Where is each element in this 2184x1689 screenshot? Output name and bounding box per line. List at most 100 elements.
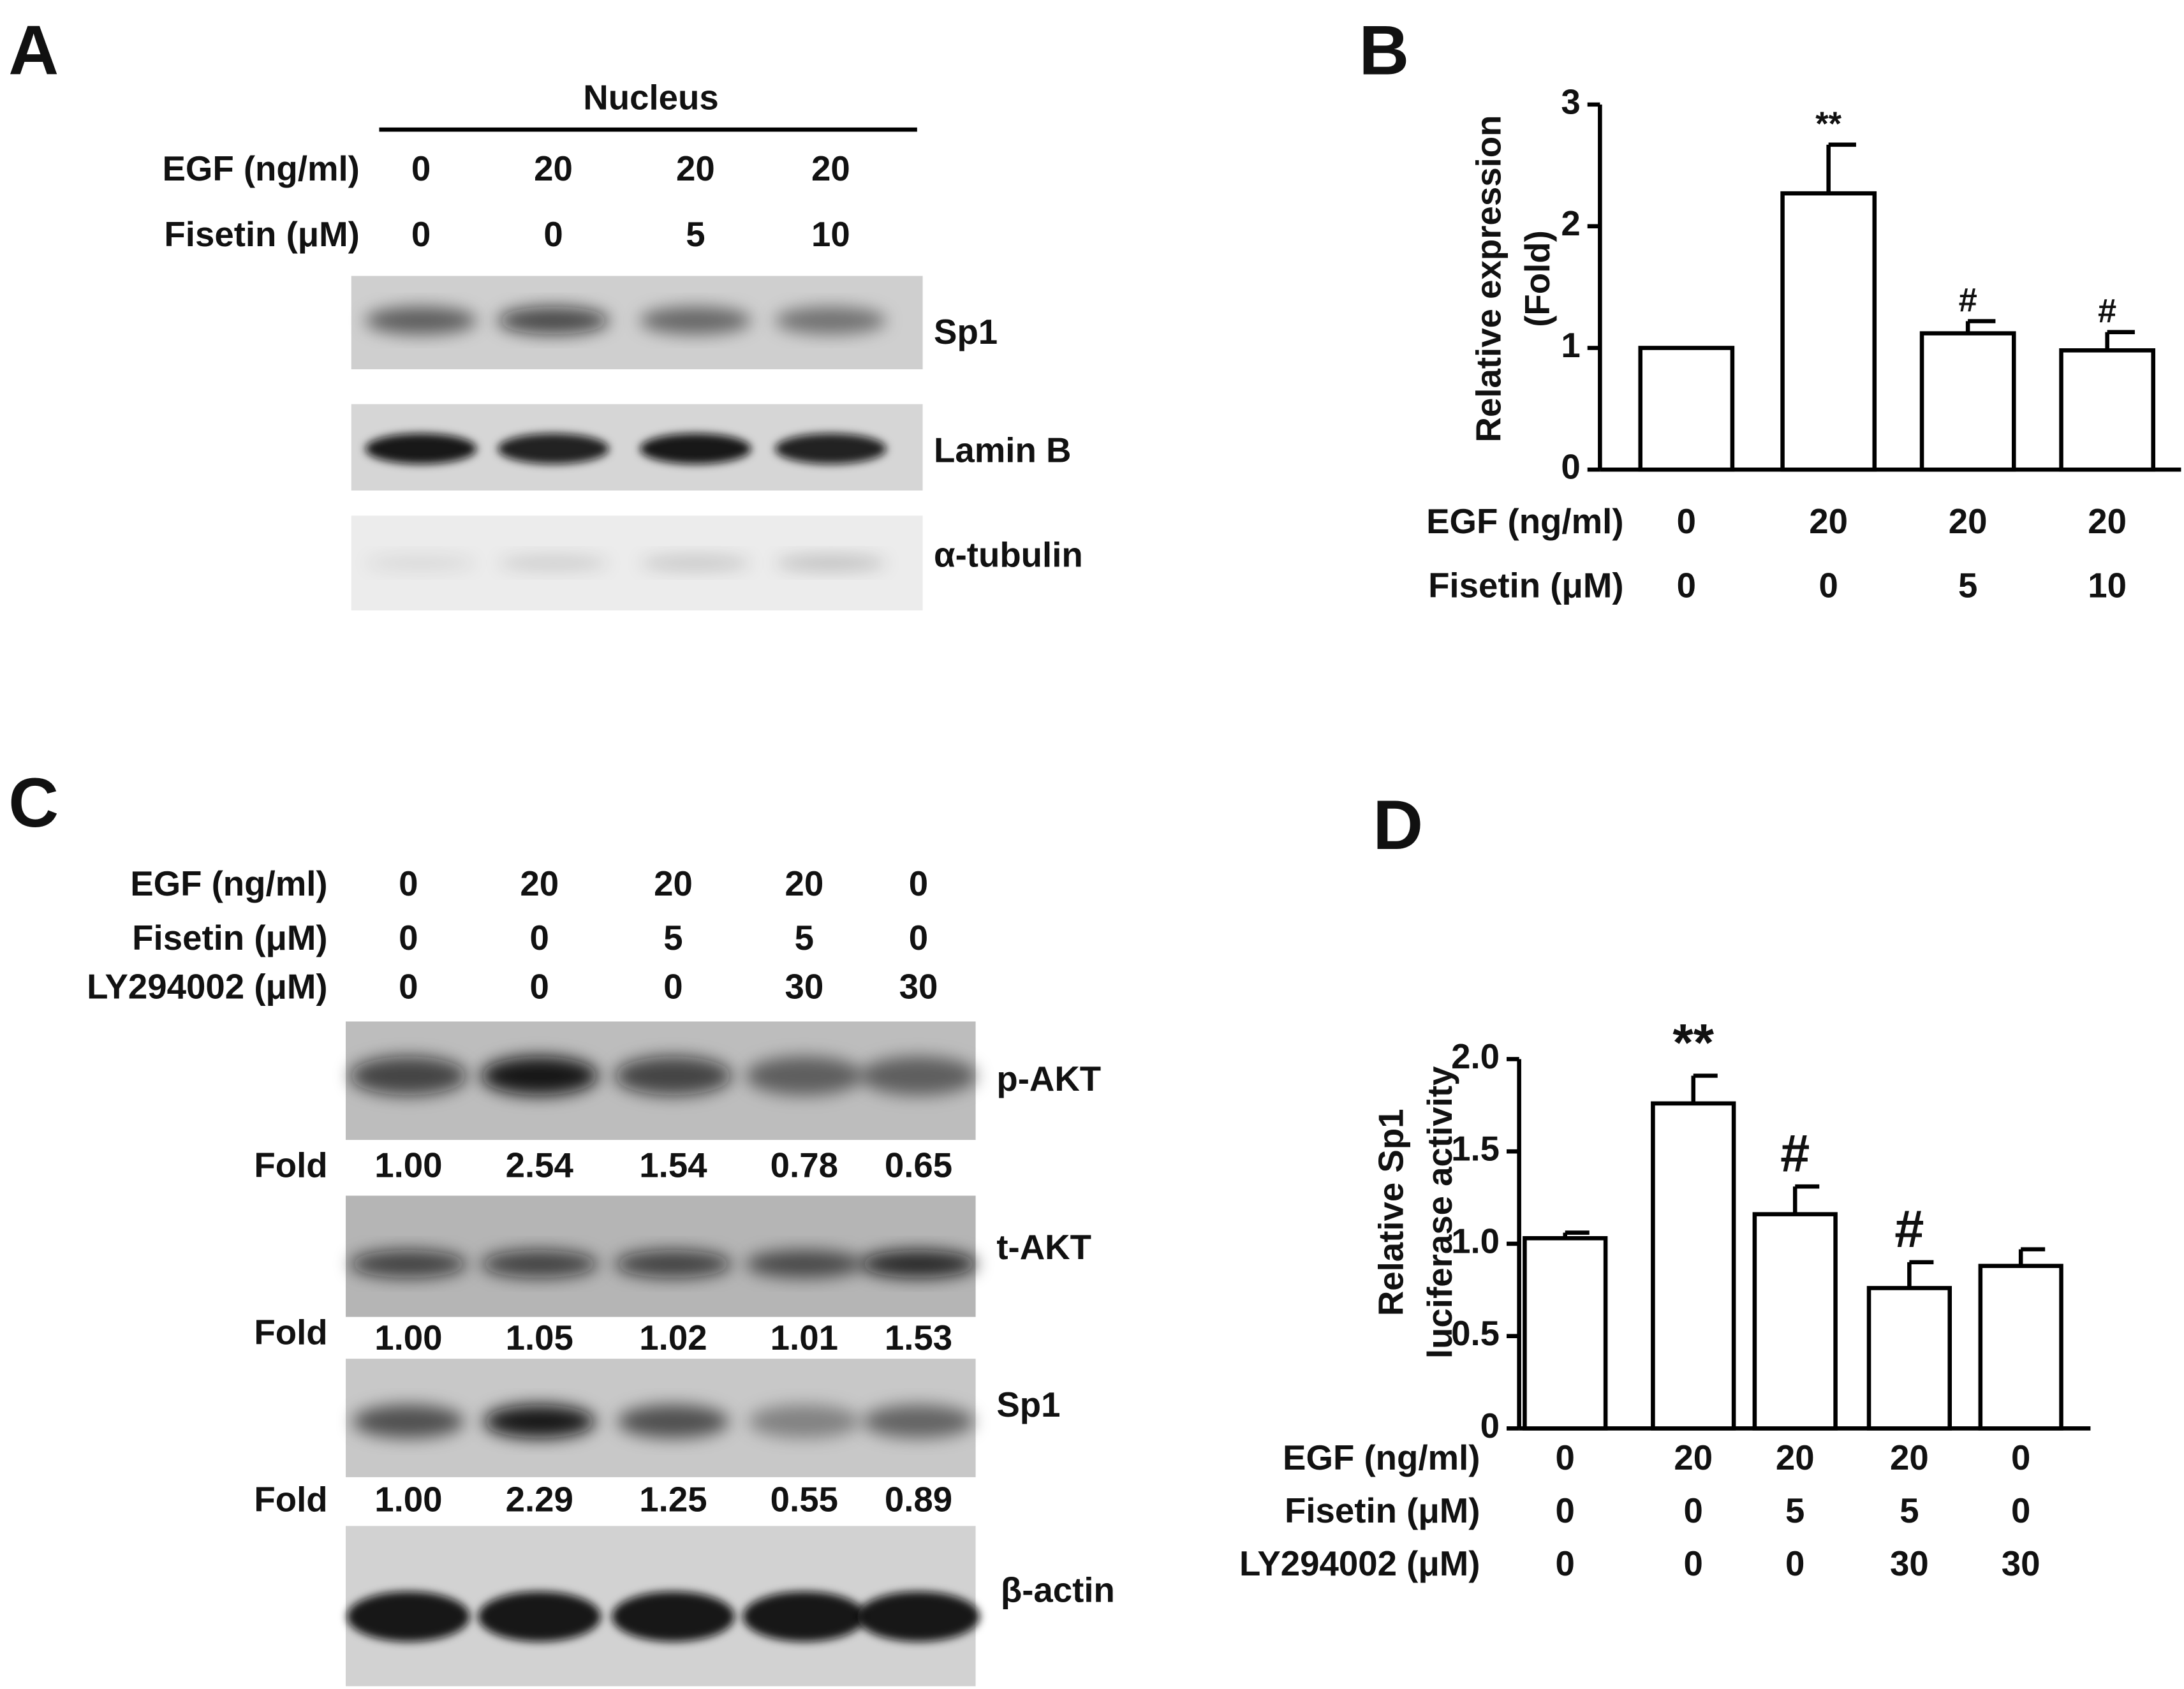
condition-value: 10 xyxy=(2088,566,2127,605)
fold-value: 2.29 xyxy=(506,1480,573,1519)
bar xyxy=(2059,348,2156,472)
fold-value: 1.00 xyxy=(374,1480,442,1519)
fold-value: 1.00 xyxy=(374,1146,442,1184)
band-label: Lamin B xyxy=(934,431,1071,469)
y-tick-label: 1.5 xyxy=(1451,1130,1500,1169)
fold-value: 2.54 xyxy=(506,1146,574,1184)
annotation: # xyxy=(1894,1199,1924,1258)
condition-value: 0 xyxy=(663,968,682,1007)
band-label: Sp1 xyxy=(996,1385,1060,1424)
blot-band xyxy=(860,1056,977,1096)
condition-value: 30 xyxy=(899,968,938,1007)
blot-band xyxy=(774,554,887,572)
condition-value: 5 xyxy=(1900,1491,1919,1530)
condition-value: 20 xyxy=(1890,1438,1929,1477)
condition-value: 20 xyxy=(676,149,715,188)
band-label: t-AKT xyxy=(996,1228,1091,1267)
fold-label: Fold xyxy=(254,1480,327,1519)
y-tick-label: 0 xyxy=(1480,1406,1500,1445)
bar xyxy=(1866,1286,1952,1431)
condition-value: 0 xyxy=(1785,1544,1804,1583)
band-label: α-tubulin xyxy=(934,535,1083,574)
condition-label: Fisetin (μM) xyxy=(1285,1491,1480,1530)
bar xyxy=(1978,1264,2063,1431)
fold-value: 0.89 xyxy=(885,1480,952,1519)
blot-band xyxy=(860,1250,977,1278)
condition-value: 20 xyxy=(1809,502,1848,541)
blot-band xyxy=(365,554,477,572)
blot-band xyxy=(746,1250,863,1278)
condition-value: 10 xyxy=(811,215,850,254)
condition-value: 5 xyxy=(663,918,682,957)
condition-value: 0 xyxy=(1556,1491,1575,1530)
blot-band xyxy=(742,1591,866,1642)
blot-band xyxy=(857,1591,980,1642)
bar xyxy=(1638,346,1735,472)
y-tick-label: 0.5 xyxy=(1451,1314,1500,1353)
panel-label: B xyxy=(1359,11,1409,89)
condition-value: 5 xyxy=(1958,566,1977,605)
condition-value: 0 xyxy=(411,149,431,188)
condition-value: 0 xyxy=(909,864,928,903)
blot-band xyxy=(614,1056,732,1096)
condition-value: 0 xyxy=(2011,1438,2030,1477)
fold-value: 1.05 xyxy=(506,1318,573,1357)
condition-label: EGF (ng/ml) xyxy=(1426,502,1623,541)
annotation: ** xyxy=(1672,1013,1714,1072)
blot-band xyxy=(365,306,477,335)
band-label: Sp1 xyxy=(934,313,998,351)
condition-label: Fisetin (μM) xyxy=(132,918,327,957)
condition-value: 20 xyxy=(1776,1438,1815,1477)
y-axis-label: luciferase activity xyxy=(1420,1066,1459,1359)
condition-value: 0 xyxy=(530,918,549,957)
blot-band xyxy=(614,1250,732,1278)
blot-band xyxy=(640,433,751,464)
condition-value: 30 xyxy=(1890,1544,1929,1583)
y-tick-label: 2.0 xyxy=(1451,1037,1500,1076)
condition-value: 5 xyxy=(1785,1491,1804,1530)
panel-label: C xyxy=(8,764,59,842)
blot-band xyxy=(612,1591,735,1642)
condition-value: 0 xyxy=(399,968,418,1007)
fold-value: 0.55 xyxy=(771,1480,838,1519)
fold-value: 0.78 xyxy=(771,1146,838,1184)
bar xyxy=(1523,1235,1608,1431)
blot-band xyxy=(498,306,609,335)
bar xyxy=(1780,191,1877,472)
y-tick-label: 2 xyxy=(1561,204,1580,243)
blot-header: Nucleus xyxy=(583,78,718,117)
fold-value: 1.54 xyxy=(639,1146,707,1184)
blot-band xyxy=(746,1056,863,1096)
band-label: p-AKT xyxy=(996,1059,1101,1098)
fold-value: 1.25 xyxy=(639,1480,707,1519)
condition-value: 0 xyxy=(1677,566,1696,605)
fold-value: 1.01 xyxy=(771,1318,838,1357)
condition-label: EGF (ng/ml) xyxy=(162,149,359,188)
fold-value: 0.65 xyxy=(885,1146,952,1184)
blot-band xyxy=(350,1250,468,1278)
blot-band xyxy=(498,554,609,572)
condition-value: 5 xyxy=(686,215,705,254)
condition-value: 0 xyxy=(909,918,928,957)
blot-band xyxy=(862,1405,975,1438)
blot-band xyxy=(748,1405,860,1438)
fold-value: 1.00 xyxy=(374,1318,442,1357)
y-tick-label: 3 xyxy=(1561,82,1580,121)
bar xyxy=(1919,331,2016,472)
condition-value: 30 xyxy=(785,968,823,1007)
blot-band xyxy=(365,433,477,464)
condition-value: 0 xyxy=(1684,1491,1703,1530)
y-axis-label: Relative expression xyxy=(1469,115,1508,442)
condition-value: 20 xyxy=(534,149,573,188)
y-axis-label: Relative Sp1 xyxy=(1371,1109,1410,1316)
condition-value: 20 xyxy=(520,864,559,903)
panel-label: D xyxy=(1373,786,1423,864)
condition-value: 0 xyxy=(1684,1544,1703,1583)
blot-band xyxy=(480,1056,598,1096)
blot-band xyxy=(480,1250,598,1278)
condition-value: 0 xyxy=(411,215,431,254)
condition-label: Fisetin (μM) xyxy=(164,215,359,254)
bar xyxy=(1752,1212,1838,1431)
bar xyxy=(1651,1101,1736,1431)
